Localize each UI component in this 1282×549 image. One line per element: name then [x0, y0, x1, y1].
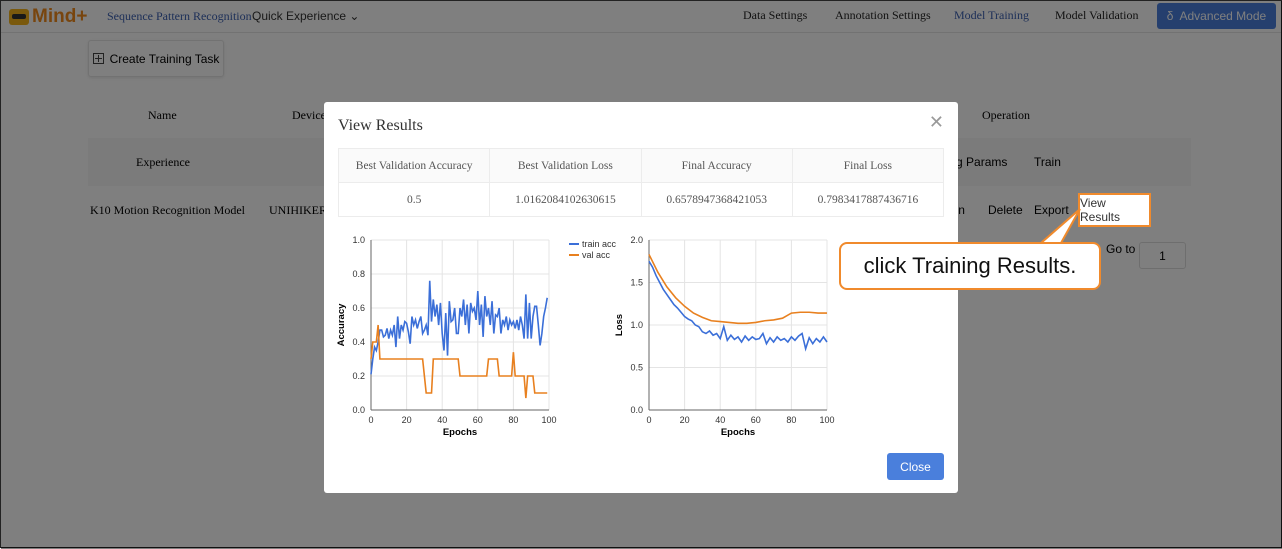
x-tick-label: 80 [508, 415, 518, 425]
series-line [370, 280, 549, 375]
x-tick-label: 100 [541, 415, 556, 425]
callout-pointer [1041, 208, 1081, 244]
y-tick-label: 0.5 [630, 363, 643, 373]
accuracy-chart: 0 20 40 60 80 100 0.0 0.2 0.4 0.6 0.8 1.0 Epochs Accu… [336, 235, 617, 438]
x-tick-label: 0 [646, 415, 651, 425]
x-tick-label: 60 [473, 415, 483, 425]
y-tick-label: 1.0 [630, 320, 643, 330]
close-icon[interactable]: ✕ [928, 112, 944, 132]
series-line [648, 260, 828, 352]
y-tick-label: 2.0 [630, 235, 643, 245]
y-tick-label: 0.0 [352, 405, 365, 415]
best-val-acc-value: 0.5 [337, 182, 491, 217]
y-tick-label: 1.0 [352, 235, 365, 245]
x-tick-label: 20 [402, 415, 412, 425]
col-final-acc: Final Accuracy [640, 148, 793, 183]
loss-chart: 0 20 40 60 80 100 0.0 0.5 1.0 1.5 2.0 Epochs Loss [614, 235, 835, 438]
col-best-val-acc: Best Validation Accuracy [337, 148, 491, 183]
x-tick-label: 40 [437, 415, 447, 425]
x-tick-label: 60 [751, 415, 761, 425]
final-loss-value: 0.7983417887436716 [791, 182, 945, 217]
y-tick-label: 0.8 [352, 269, 365, 279]
series-line [648, 254, 827, 325]
series-line [370, 324, 548, 399]
y-axis-label: Loss [614, 314, 625, 336]
col-final-loss: Final Loss [791, 148, 945, 183]
y-tick-label: 1.5 [630, 278, 643, 288]
y-tick-label: 0.2 [352, 371, 365, 381]
x-tick-label: 0 [368, 415, 373, 425]
y-axis-label: Accuracy [336, 303, 347, 346]
view-results-dialog: View Results ✕ Best Validation Accuracy B… [324, 102, 958, 493]
instruction-callout: click Training Results. [839, 242, 1101, 290]
legend-label: val acc [582, 250, 611, 260]
x-tick-label: 80 [786, 415, 796, 425]
dialog-title: View Results [338, 117, 423, 134]
x-tick-label: 20 [680, 415, 690, 425]
col-best-val-loss: Best Validation Loss [489, 148, 642, 183]
y-tick-label: 0.4 [352, 337, 365, 347]
best-val-loss-value: 1.0162084102630615 [489, 182, 642, 217]
view-results-link[interactable]: View Results [1078, 193, 1151, 227]
legend-label: train acc [582, 239, 617, 249]
x-tick-label: 100 [819, 415, 834, 425]
x-axis-label: Epochs [443, 427, 477, 438]
results-table: Best Validation Accuracy Best Validation … [337, 148, 945, 217]
final-acc-value: 0.6578947368421053 [640, 182, 793, 217]
x-tick-label: 40 [715, 415, 725, 425]
x-axis-label: Epochs [721, 427, 755, 438]
y-tick-label: 0.0 [630, 405, 643, 415]
y-tick-label: 0.6 [352, 303, 365, 313]
close-button[interactable]: Close [887, 453, 944, 480]
